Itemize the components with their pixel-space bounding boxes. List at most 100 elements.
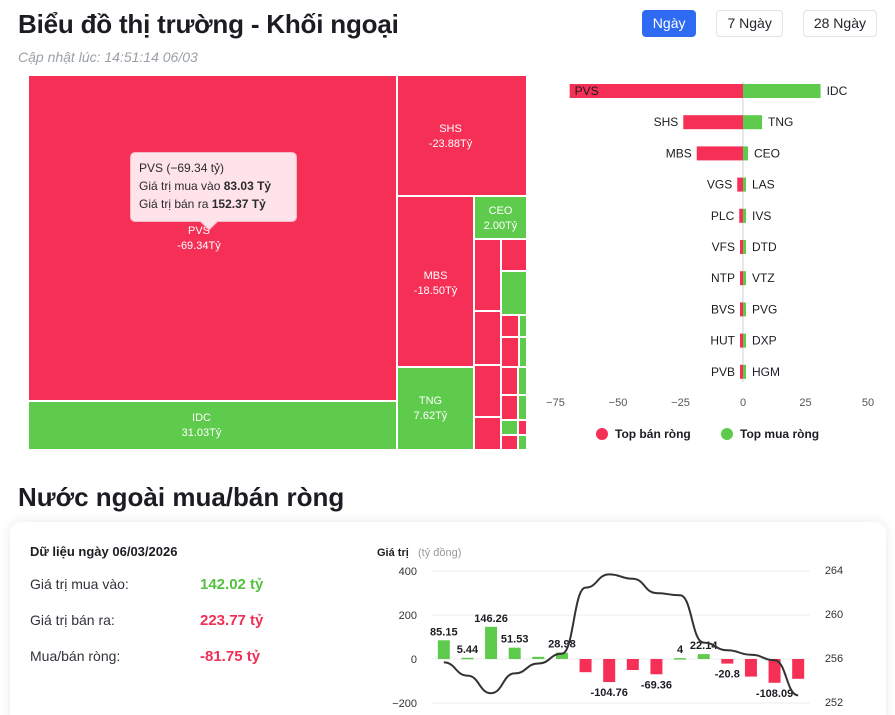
sell-ticker-label: HUT bbox=[710, 334, 735, 348]
bar-data-label: 51.53 bbox=[501, 634, 529, 646]
tooltip-sell-row: Giá trị bán ra 152.37 Tỷ bbox=[139, 195, 288, 213]
treemap-cell-small[interactable] bbox=[519, 337, 527, 367]
legend-buy-dot bbox=[721, 428, 733, 440]
treemap-cell-small[interactable] bbox=[474, 417, 501, 450]
combo-axis-label: Giá trị bbox=[377, 547, 409, 559]
y2-tick-label: 256 bbox=[825, 653, 843, 665]
bar-data-label: -108.09 bbox=[756, 688, 793, 700]
treemap-cell-small[interactable] bbox=[501, 367, 518, 395]
treemap-cell-small[interactable] bbox=[501, 337, 519, 367]
sell-ticker-label: VGS bbox=[707, 178, 732, 192]
buy-bar bbox=[743, 84, 821, 98]
buy-ticker-label: HGM bbox=[752, 365, 780, 379]
buy-bar bbox=[743, 208, 746, 223]
treemap-cell-small[interactable] bbox=[501, 239, 527, 271]
treemap-cell-small[interactable] bbox=[501, 395, 518, 420]
stat-sell-row: Giá trị bán ra: 223.77 tỷ bbox=[30, 612, 300, 632]
stat-net-value: -81.75 tỷ bbox=[200, 648, 261, 665]
y2-tick-label: 264 bbox=[825, 565, 843, 577]
treemap-cell-small[interactable] bbox=[501, 315, 519, 337]
treemap-cell-small[interactable] bbox=[474, 311, 501, 365]
foreign-treemap: PVS -69.34Tỷ IDC 31.03Tỷ SHS -23.88Tỷ MB… bbox=[28, 75, 527, 450]
legend-sell-label: Top bán ròng bbox=[615, 427, 691, 441]
bar-data-label: -104.76 bbox=[591, 687, 628, 699]
treemap-cell-small[interactable] bbox=[474, 239, 501, 311]
net-value-bar bbox=[485, 626, 498, 659]
sell-bar bbox=[737, 177, 743, 192]
treemap-cell-ceo[interactable]: CEO 2.00Tỷ bbox=[474, 196, 527, 239]
treemap-cell-small[interactable] bbox=[501, 420, 518, 435]
treemap-cell-small[interactable] bbox=[518, 395, 527, 420]
treemap-tooltip: PVS (−69.34 tỷ) Giá trị mua vào 83.03 Tỷ… bbox=[130, 152, 297, 231]
treemap-cell-small[interactable] bbox=[501, 435, 518, 450]
net-value-bar bbox=[697, 654, 710, 659]
stat-buy-value: 142.02 tỷ bbox=[200, 576, 264, 593]
treemap-ticker: PVS bbox=[187, 225, 210, 237]
tab-day[interactable]: Ngày bbox=[641, 10, 697, 37]
updated-timestamp: Cập nhật lúc: 14:51:14 06/03 bbox=[18, 49, 198, 65]
net-value-bar bbox=[674, 658, 687, 660]
sell-ticker-label: PVB bbox=[711, 365, 735, 379]
x-tick-label: −25 bbox=[671, 397, 690, 409]
top-net-bar-svg: PVS IDC SHS TNG MBS CEO VGS LAS PLC IVS VFS DTD NTP V… bbox=[546, 82, 874, 441]
sell-bar bbox=[740, 302, 743, 317]
buy-ticker-label: CEO bbox=[754, 146, 780, 160]
net-value-bar bbox=[626, 659, 639, 670]
buy-bar bbox=[743, 240, 746, 254]
net-value-bar bbox=[508, 647, 521, 659]
tab-7-days[interactable]: 7 Ngày bbox=[716, 10, 783, 37]
x-tick-label: 0 bbox=[740, 397, 746, 409]
y-tick-label: −200 bbox=[392, 698, 417, 710]
treemap-cell-small[interactable] bbox=[501, 271, 527, 315]
net-value-bar bbox=[579, 659, 592, 673]
x-tick-label: 50 bbox=[862, 397, 874, 409]
treemap-cell-shs[interactable]: SHS -23.88Tỷ bbox=[397, 75, 527, 196]
stat-net-label: Mua/bán ròng: bbox=[30, 648, 121, 664]
period-tabs: Ngày 7 Ngày 28 Ngày bbox=[641, 10, 877, 37]
stat-net-row: Mua/bán ròng: -81.75 tỷ bbox=[30, 648, 300, 668]
treemap-cell-small[interactable] bbox=[518, 435, 527, 450]
tooltip-title: PVS (−69.34 tỷ) bbox=[139, 161, 225, 175]
sell-bar bbox=[696, 146, 743, 161]
treemap-cell-small[interactable] bbox=[518, 420, 527, 435]
net-value-bar bbox=[650, 659, 663, 675]
treemap-cell-small[interactable] bbox=[474, 365, 501, 417]
net-value-bar bbox=[603, 659, 616, 683]
stat-buy-row: Giá trị mua vào: 142.02 tỷ bbox=[30, 576, 300, 596]
tooltip-sell-label: Giá trị bán ra bbox=[139, 197, 209, 211]
y-tick-label: 200 bbox=[399, 610, 417, 622]
buy-bar bbox=[743, 333, 746, 348]
page-title: Biểu đồ thị trường - Khối ngoại bbox=[18, 9, 399, 39]
sell-ticker-label: SHS bbox=[654, 115, 679, 129]
buy-bar bbox=[743, 146, 748, 161]
legend-buy-label: Top mua ròng bbox=[740, 427, 819, 441]
sell-bar bbox=[740, 271, 743, 286]
treemap-ticker: MBS bbox=[423, 270, 448, 282]
buy-bar bbox=[743, 271, 746, 286]
buy-ticker-label: VTZ bbox=[752, 271, 775, 285]
treemap-ticker: CEO bbox=[488, 205, 513, 217]
bar-data-label: 4 bbox=[677, 644, 684, 656]
bar-data-label: 28.98 bbox=[548, 639, 576, 651]
buy-bar bbox=[743, 364, 746, 379]
sell-ticker-label: BVS bbox=[711, 302, 735, 316]
buy-ticker-label: DXP bbox=[752, 334, 777, 348]
tab-28-days[interactable]: 28 Ngày bbox=[802, 10, 877, 37]
sell-bar bbox=[569, 84, 743, 98]
treemap-cell-pvs[interactable]: PVS -69.34Tỷ bbox=[28, 75, 397, 401]
data-date-heading: Dữ liệu ngày 06/03/2026 bbox=[30, 544, 178, 559]
treemap-value: 2.00Tỷ bbox=[483, 220, 518, 232]
net-summary-card: Dữ liệu ngày 06/03/2026 Giá trị mua vào:… bbox=[10, 522, 886, 715]
treemap-cell-idc[interactable]: IDC 31.03Tỷ bbox=[28, 401, 397, 450]
y2-tick-label: 252 bbox=[825, 697, 843, 709]
bar-data-label: 5.44 bbox=[457, 644, 479, 656]
bar-data-label: 85.15 bbox=[430, 626, 458, 638]
net-value-bar bbox=[768, 659, 781, 683]
treemap-cell-mbs[interactable]: MBS -18.50Tỷ bbox=[397, 196, 474, 367]
treemap-cell-small[interactable] bbox=[519, 315, 527, 337]
treemap-cell-small[interactable] bbox=[518, 367, 527, 395]
stat-buy-label: Giá trị mua vào: bbox=[30, 576, 129, 592]
buy-ticker-label: IDC bbox=[827, 84, 848, 98]
net-value-bar bbox=[555, 652, 568, 659]
treemap-cell-tng[interactable]: TNG 7.62Tỷ bbox=[397, 367, 474, 450]
